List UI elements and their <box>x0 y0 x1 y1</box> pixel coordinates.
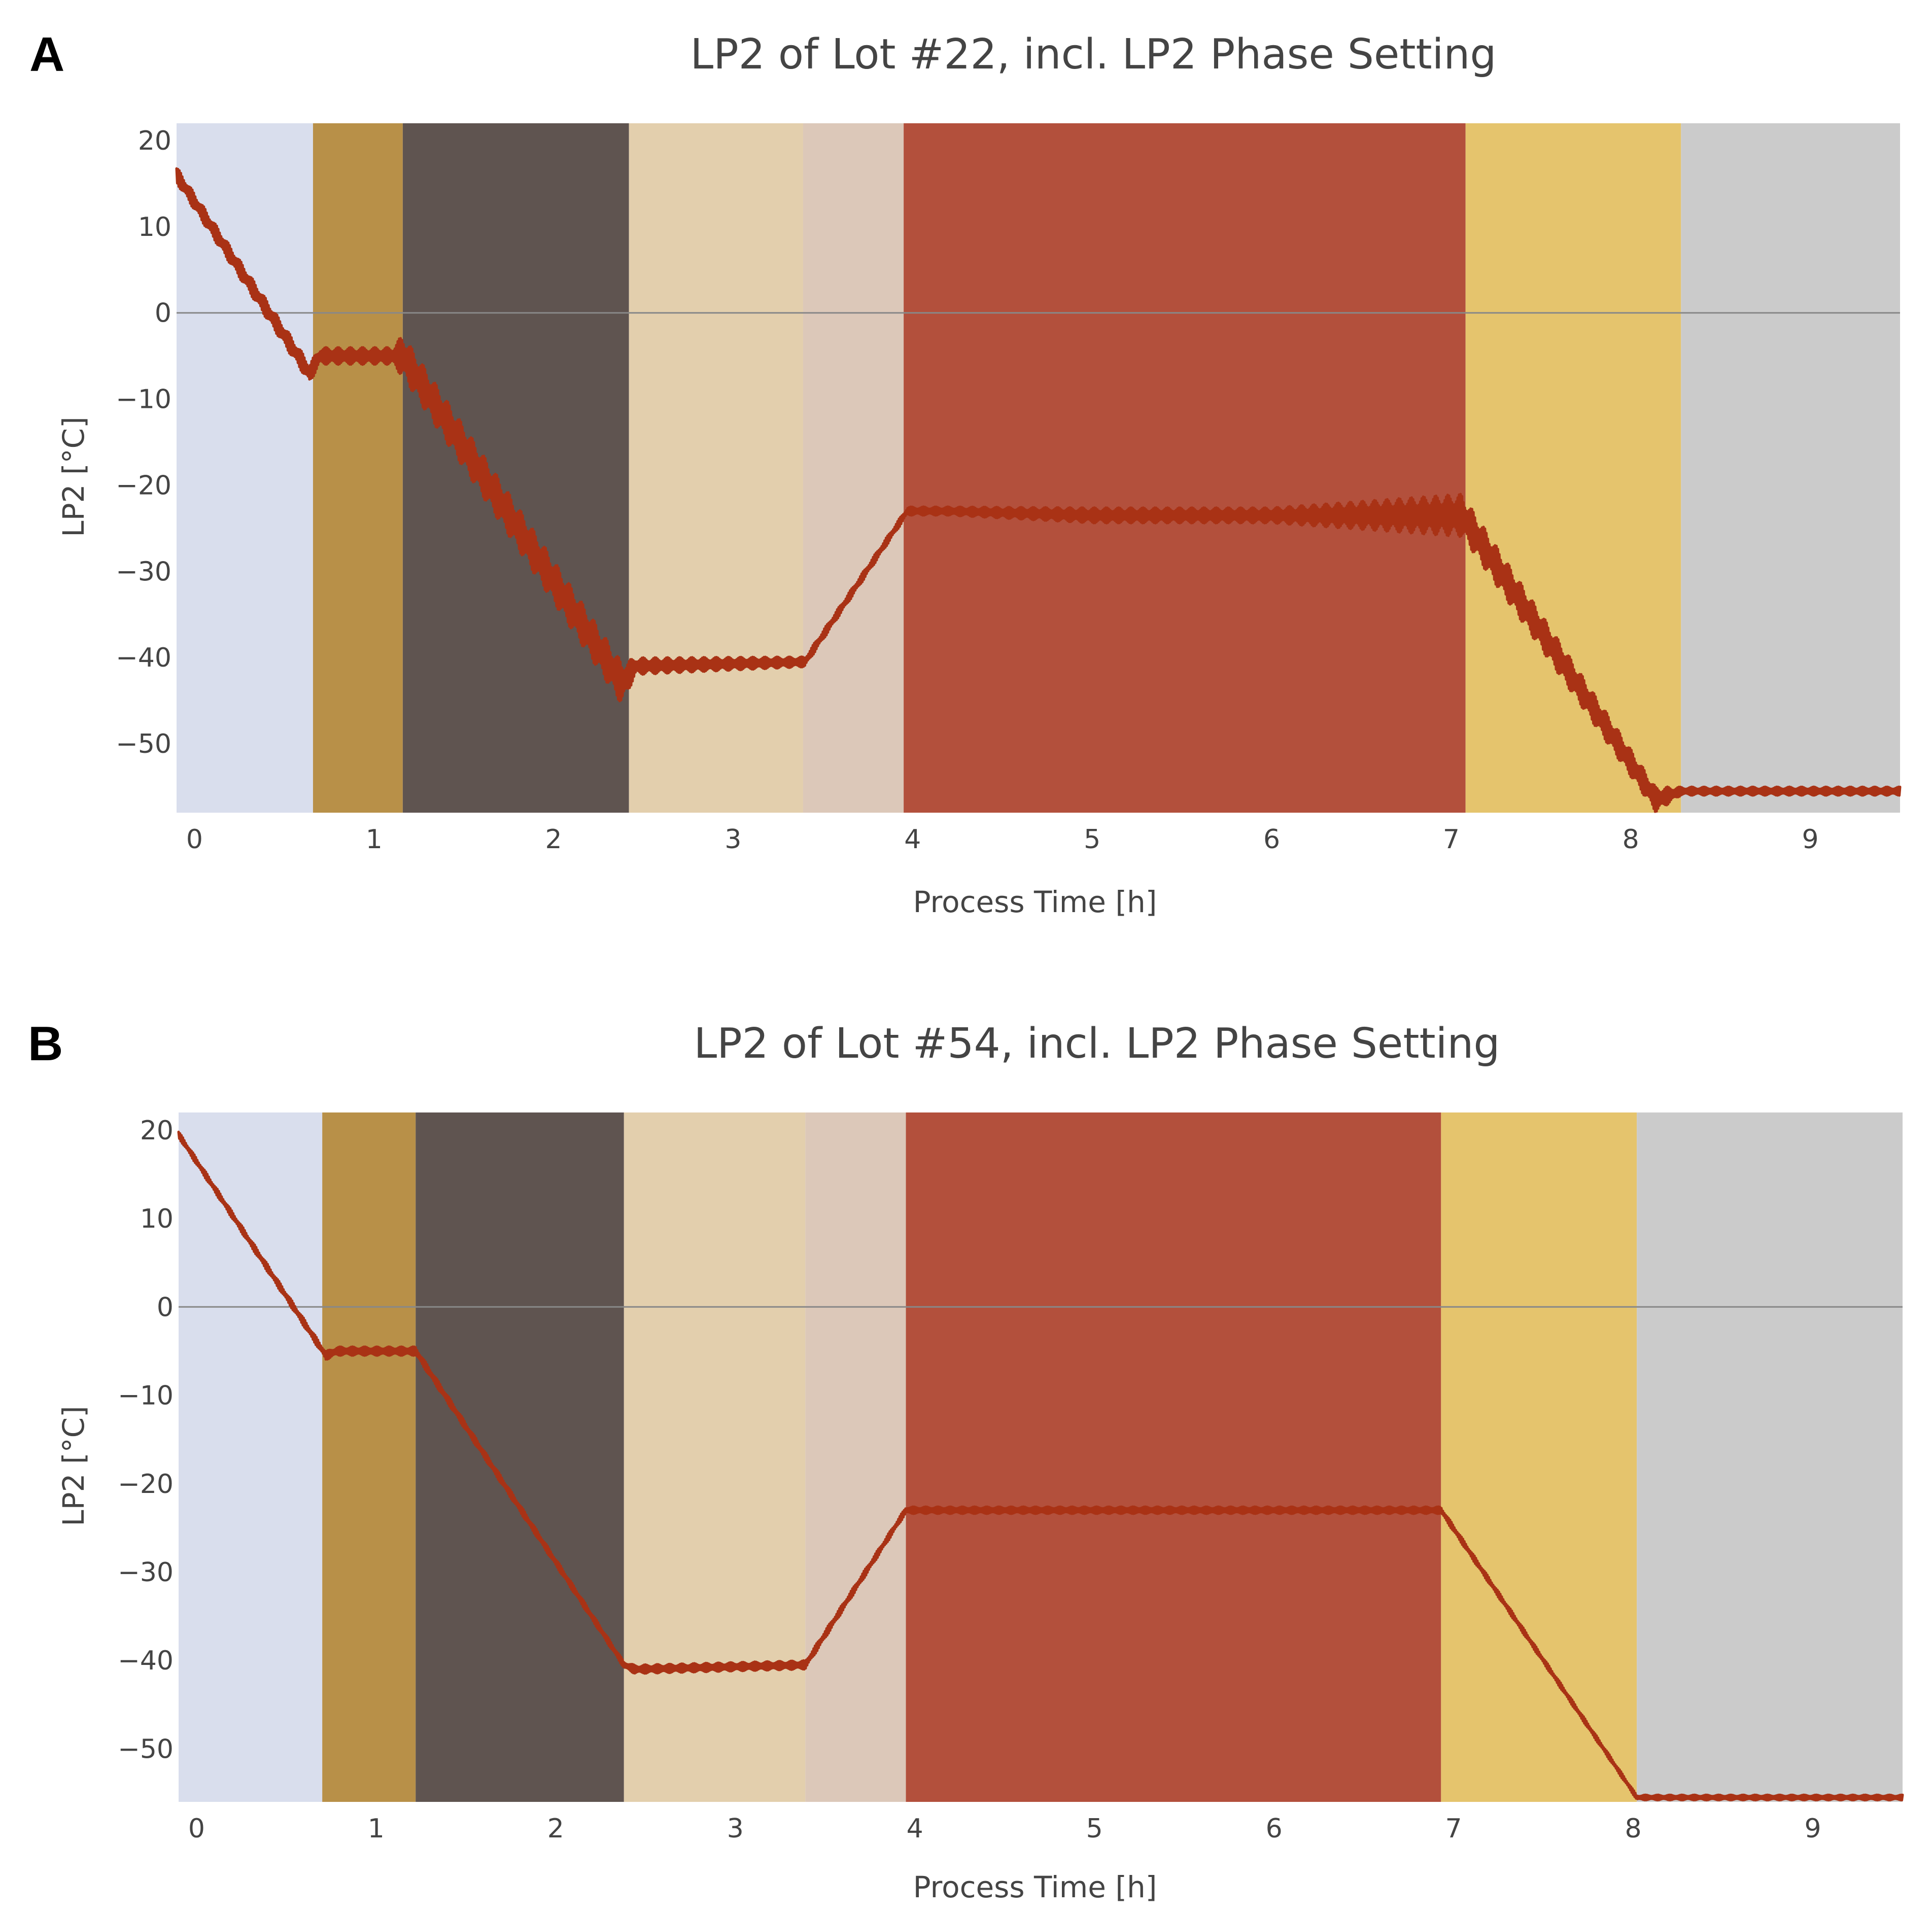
x-axis-title-b: Process Time [h] <box>913 1870 1157 1904</box>
x-tick-label: 6 <box>1266 1814 1283 1844</box>
phase-band-a-7 <box>1465 123 1681 813</box>
y-tick-label: 10 <box>138 212 171 242</box>
phase-band-b-2 <box>322 1112 416 1802</box>
y-tick-label: 0 <box>157 1292 174 1323</box>
y-tick-label: −10 <box>116 385 171 415</box>
y-axis-title-b: LP2 [°C] <box>56 1406 91 1526</box>
phase-band-a-6 <box>904 123 1466 813</box>
y-tick-label: −50 <box>118 1734 174 1764</box>
x-tick-label: 6 <box>1263 824 1280 855</box>
x-tick-label: 7 <box>1443 824 1460 855</box>
phase-band-b-3 <box>416 1112 624 1802</box>
x-tick-label: 0 <box>188 1814 205 1844</box>
x-tick-label: 5 <box>1086 1814 1103 1844</box>
x-tick-label: 5 <box>1084 824 1100 855</box>
trace-group-a <box>175 167 1902 813</box>
x-tick-label: 7 <box>1445 1814 1462 1844</box>
x-tick-label: 1 <box>366 824 383 855</box>
x-tick-label: 8 <box>1623 824 1639 855</box>
x-tick-label: 3 <box>727 1814 744 1844</box>
lp2-trace-a <box>175 167 1902 813</box>
phase-band-a-5 <box>803 123 904 813</box>
x-tick-label: 9 <box>1804 1814 1821 1844</box>
chart-panel-b: B LP2 of Lot #54, incl. LP2 Phase Settin… <box>28 1017 1904 1904</box>
x-tick-labels-b: 0 1 2 3 4 5 6 7 8 9 <box>188 1814 1821 1844</box>
x-tick-label: 9 <box>1802 824 1819 855</box>
x-axis-title-a: Process Time [h] <box>913 885 1157 919</box>
chart-title-a: LP2 of Lot #22, incl. LP2 Phase Setting <box>691 30 1497 79</box>
phase-band-b-5 <box>805 1112 906 1802</box>
x-tick-label: 1 <box>368 1814 385 1844</box>
x-tick-label: 4 <box>904 824 921 855</box>
panel-label-b: B <box>28 1017 63 1071</box>
y-tick-label: 0 <box>155 298 171 329</box>
trace-group-b <box>177 1130 1904 1801</box>
phase-bands-b <box>179 1112 1903 1802</box>
x-tick-label: 2 <box>547 1814 564 1844</box>
x-tick-label: 0 <box>186 824 203 855</box>
phase-band-b-4 <box>624 1112 806 1802</box>
y-tick-label: 20 <box>138 126 171 156</box>
chart-title-b: LP2 of Lot #54, incl. LP2 Phase Setting <box>694 1020 1500 1068</box>
phase-band-b-1 <box>179 1112 323 1802</box>
y-axis-title-a: LP2 [°C] <box>56 416 91 537</box>
phase-band-a-1 <box>177 123 313 813</box>
y-tick-label: −40 <box>118 1646 174 1676</box>
y-tick-label: 10 <box>140 1204 174 1234</box>
y-tick-label: −40 <box>116 643 171 673</box>
x-tick-label: 4 <box>907 1814 923 1844</box>
y-tick-label: −20 <box>118 1469 174 1500</box>
x-tick-label: 2 <box>545 824 562 855</box>
y-tick-labels-b: 20 10 0 −10 −20 −30 −40 −50 <box>118 1116 174 1765</box>
phase-band-a-8 <box>1681 123 1900 813</box>
phase-band-a-3 <box>402 123 629 813</box>
lp2-trace-b <box>177 1130 1904 1801</box>
panel-label-a: A <box>29 27 64 82</box>
y-tick-label: −30 <box>116 556 171 587</box>
chart-panel-a: A LP2 of Lot #22, incl. LP2 Phase Settin… <box>29 27 1902 919</box>
phase-band-b-8 <box>1637 1112 1903 1802</box>
phase-band-a-2 <box>313 123 403 813</box>
x-tick-label: 3 <box>724 824 741 855</box>
x-tick-label: 8 <box>1625 1814 1642 1844</box>
y-tick-labels-a: 20 10 0 −10 −20 −30 −40 −50 <box>116 126 171 759</box>
phase-band-a-4 <box>629 123 803 813</box>
y-tick-label: −50 <box>116 729 171 759</box>
y-tick-label: −10 <box>118 1381 174 1411</box>
phase-bands-a <box>177 123 1900 813</box>
y-tick-label: −30 <box>118 1557 174 1588</box>
y-tick-label: −20 <box>116 470 171 501</box>
x-tick-labels-a: 0 1 2 3 4 5 6 7 8 9 <box>186 824 1819 855</box>
phase-band-b-6 <box>906 1112 1441 1802</box>
y-tick-label: 20 <box>140 1116 174 1146</box>
phase-band-b-7 <box>1441 1112 1637 1802</box>
